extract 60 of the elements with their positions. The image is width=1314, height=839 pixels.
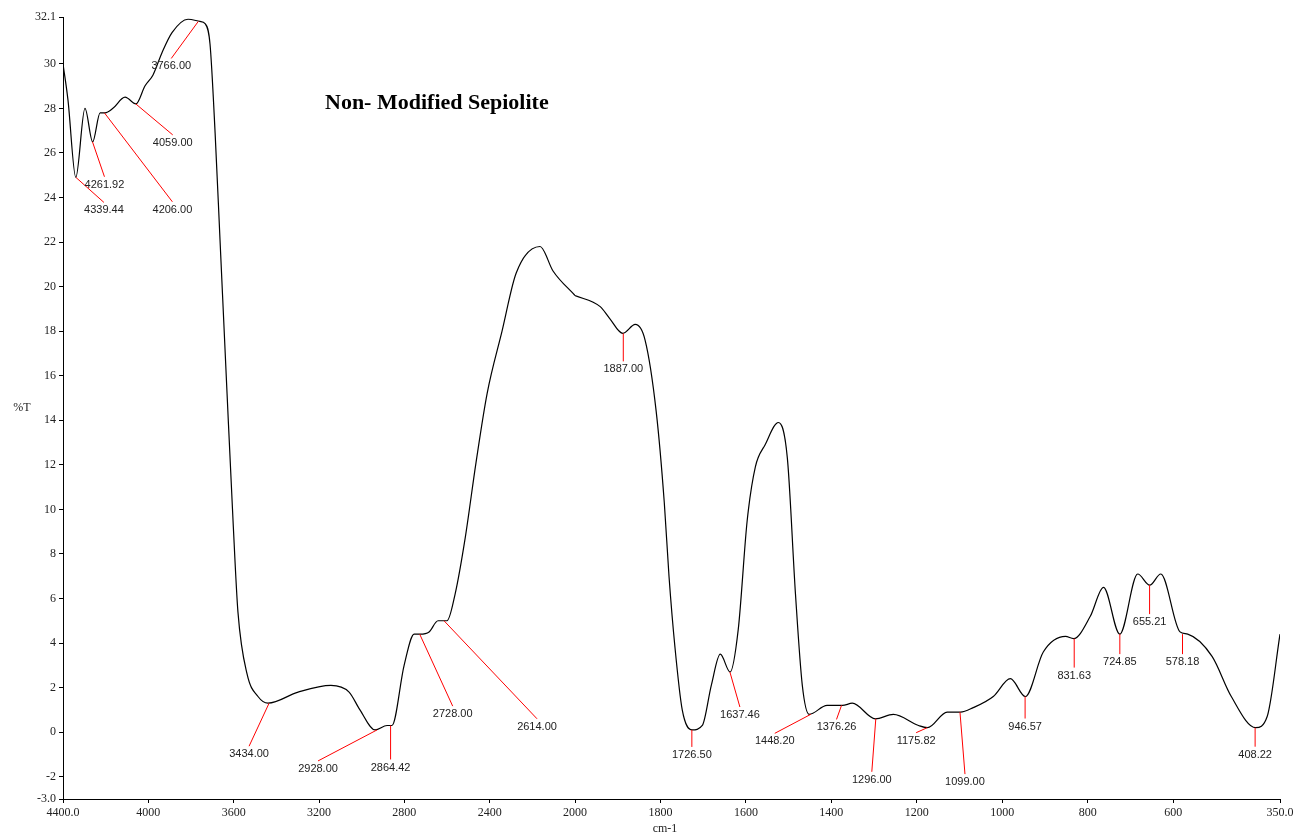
y-tick-label: 32.1 xyxy=(35,9,56,24)
annotation: 655.21 xyxy=(1132,615,1167,628)
x-tick-label: 1200 xyxy=(904,805,929,820)
x-axis-title: cm-1 xyxy=(652,821,678,836)
x-tick-label: 2400 xyxy=(477,805,502,820)
text: Non- Modified Sepiolite xyxy=(325,89,549,115)
y-tick-label: 4 xyxy=(50,635,56,650)
y-tick-label: 20 xyxy=(44,278,56,293)
annotation: 1887.00 xyxy=(603,362,644,375)
annotation: 1175.82 xyxy=(896,733,936,746)
annotation: 2728.00 xyxy=(432,707,473,720)
y-tick-label: 8 xyxy=(50,546,56,561)
y-tick-label: 6 xyxy=(50,590,56,605)
x-tick-label: 2800 xyxy=(392,805,417,820)
y-tick-label: 2 xyxy=(50,679,56,694)
y-tick-label: -2 xyxy=(46,768,56,783)
annotation: 4206.00 xyxy=(152,202,193,215)
x-tick-label: 4000 xyxy=(136,805,161,820)
annotation: 2614.00 xyxy=(517,719,557,732)
annotation: 4059.00 xyxy=(152,135,193,148)
annotation: 2928.00 xyxy=(298,761,338,774)
x-tick-label: 1800 xyxy=(648,805,673,820)
y-tick-label: 28 xyxy=(44,100,56,115)
y-tick-label: 24 xyxy=(44,189,56,204)
y-tick-label: 22 xyxy=(44,234,56,249)
annotation: 831.63 xyxy=(1057,668,1092,681)
y-tick-label: 26 xyxy=(44,145,56,160)
x-tick-label: 1400 xyxy=(819,805,844,820)
annotation: 4339.44 xyxy=(84,203,124,216)
y-tick-label: 18 xyxy=(44,323,56,338)
annotation: 1726.50 xyxy=(671,747,712,760)
y-tick-label: 14 xyxy=(44,412,56,427)
annotation: 3434.00 xyxy=(229,747,269,760)
annotation: 2864.42 xyxy=(370,760,411,773)
annotation: 408.22 xyxy=(1238,747,1272,760)
x-tick-label: 4400.0 xyxy=(46,805,80,820)
x-tick-label: 350.0 xyxy=(1266,805,1294,820)
x-tick-label: 1000 xyxy=(990,805,1015,820)
x-tick-label: 800 xyxy=(1078,805,1097,820)
annotation: 1376.26 xyxy=(816,720,857,733)
y-tick-label: -3.0 xyxy=(37,791,56,806)
y-tick-label: 16 xyxy=(44,367,56,382)
x-tick-label: 3200 xyxy=(307,805,331,820)
x-tick-label: 2000 xyxy=(563,805,587,820)
y-tick-label: 30 xyxy=(44,55,56,70)
annotation: 724.85 xyxy=(1103,655,1137,668)
annotation: 1099.00 xyxy=(945,775,985,788)
x-tick-label: 600 xyxy=(1164,805,1183,820)
y-axis-title: %T xyxy=(13,400,32,415)
annotation: 946.57 xyxy=(1008,719,1042,732)
x-tick-label: 3600 xyxy=(221,805,246,820)
annotation: 1296.00 xyxy=(851,772,892,785)
y-tick-label: 12 xyxy=(44,456,56,471)
y-tick-label: 10 xyxy=(44,501,56,516)
y-tick-label: 0 xyxy=(50,724,56,739)
annotation: 1448.20 xyxy=(754,734,795,747)
x-tick-label: 1600 xyxy=(733,805,758,820)
annotation: 578.18 xyxy=(1165,655,1200,668)
annotation: 1637.46 xyxy=(720,708,760,721)
annotation: 4261.92 xyxy=(84,177,125,190)
